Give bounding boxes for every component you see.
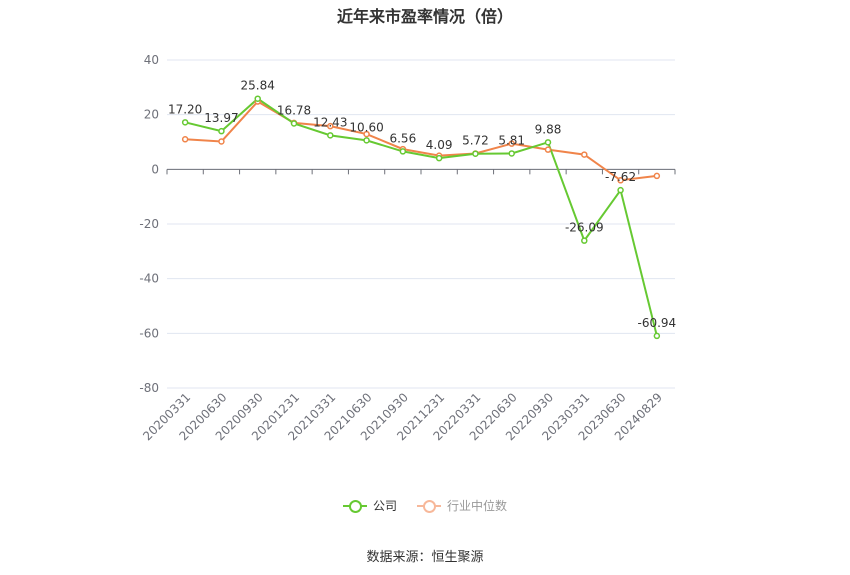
data-point-industry-median: [508, 140, 515, 147]
data-point-industry-median: [181, 136, 189, 143]
data-point-company: [254, 95, 261, 102]
data-label: 5.81: [498, 133, 525, 147]
data-point-industry-median: [218, 138, 225, 145]
data-label: 5.72: [462, 134, 489, 148]
data-point-company: [435, 154, 443, 162]
y-tick-label: -20: [139, 217, 159, 231]
data-label: 17.20: [168, 102, 202, 116]
legend-label-company: 公司: [372, 499, 397, 513]
y-tick-label: 0: [151, 162, 159, 176]
y-tick-label: 20: [144, 108, 159, 122]
y-tick-label: -80: [139, 381, 159, 395]
legend-item-industry-median[interactable]: 行业中位数: [417, 497, 507, 514]
y-tick-label: -60: [139, 326, 159, 340]
chart-title: 近年来市盈率情况（倍）: [336, 7, 513, 26]
data-point-company: [290, 120, 298, 127]
series-line-industry-median: [185, 100, 657, 182]
data-point-company: [218, 127, 225, 135]
data-point-industry-median: [327, 122, 334, 130]
legend: 公司 行业中位数: [0, 497, 850, 514]
data-point-company: [581, 237, 588, 244]
data-label: 6.56: [389, 131, 416, 145]
data-label: 12.43: [313, 115, 347, 129]
data-label: 9.88: [535, 122, 562, 136]
data-point-company: [363, 137, 370, 144]
data-label: 10.60: [349, 120, 383, 134]
data-point-industry-median: [363, 130, 370, 138]
data-label: -60.94: [638, 316, 677, 330]
data-label: 4.09: [426, 138, 453, 152]
data-point-company: [617, 186, 624, 194]
data-point-company: [181, 119, 189, 126]
data-point-company: [508, 150, 515, 157]
data-label: 13.97: [204, 111, 238, 125]
data-point-company: [653, 332, 661, 340]
data-label: 25.84: [241, 79, 275, 93]
data-point-company: [544, 139, 552, 146]
data-point-company: [472, 150, 479, 157]
data-label: 16.78: [277, 103, 311, 117]
legend-marker-industry-median-icon: [417, 499, 441, 513]
data-point-company: [327, 132, 334, 139]
series-line-company: [184, 97, 658, 337]
legend-marker-company-icon: [342, 499, 367, 513]
data-point-industry-median: [581, 151, 588, 158]
legend-label-industry-median: 行业中位数: [447, 499, 508, 513]
data-label: -7.62: [605, 170, 636, 184]
line-chart: 40200-20-40-60-8020200331202006302020093…: [139, 53, 677, 443]
data-point-industry-median: [617, 177, 624, 184]
y-tick-label: 40: [144, 53, 159, 67]
data-label: -26.09: [565, 221, 604, 235]
source-note: 数据来源：恒生聚源: [366, 550, 484, 565]
legend-item-company[interactable]: 公司: [342, 497, 397, 514]
data-point-industry-median: [653, 172, 661, 180]
y-tick-label: -40: [139, 272, 159, 286]
data-point-industry-median: [544, 146, 552, 153]
data-point-company: [399, 148, 407, 155]
